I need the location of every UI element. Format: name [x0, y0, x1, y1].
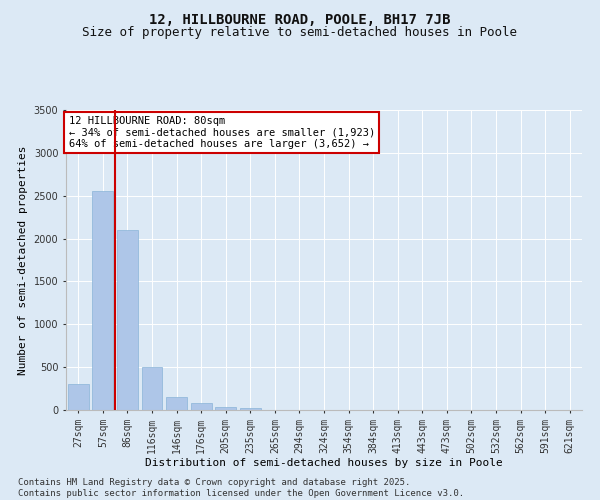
Bar [92, 192, 113, 410]
Text: Size of property relative to semi-detached houses in Poole: Size of property relative to semi-detach… [83, 26, 517, 39]
Text: 12 HILLBOURNE ROAD: 80sqm
← 34% of semi-detached houses are smaller (1,923)
64% : 12 HILLBOURNE ROAD: 80sqm ← 34% of semi-… [68, 116, 375, 149]
Bar [68, 384, 89, 410]
Bar [166, 397, 187, 410]
Bar [142, 367, 163, 410]
Text: 12, HILLBOURNE ROAD, POOLE, BH17 7JB: 12, HILLBOURNE ROAD, POOLE, BH17 7JB [149, 12, 451, 26]
Bar [215, 406, 236, 410]
Bar [117, 230, 138, 410]
X-axis label: Distribution of semi-detached houses by size in Poole: Distribution of semi-detached houses by … [145, 458, 503, 468]
Y-axis label: Number of semi-detached properties: Number of semi-detached properties [18, 145, 28, 375]
Text: Contains HM Land Registry data © Crown copyright and database right 2025.
Contai: Contains HM Land Registry data © Crown c… [18, 478, 464, 498]
Bar [240, 408, 261, 410]
Bar [191, 403, 212, 410]
